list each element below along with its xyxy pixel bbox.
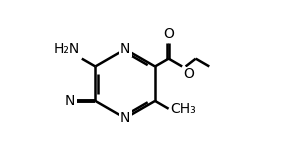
Text: O: O: [183, 67, 194, 81]
Text: O: O: [163, 27, 174, 41]
Text: N: N: [120, 42, 130, 56]
Text: CH₃: CH₃: [170, 102, 196, 116]
Text: N: N: [65, 94, 75, 108]
Text: N: N: [120, 111, 130, 125]
Text: H₂N: H₂N: [53, 42, 79, 56]
